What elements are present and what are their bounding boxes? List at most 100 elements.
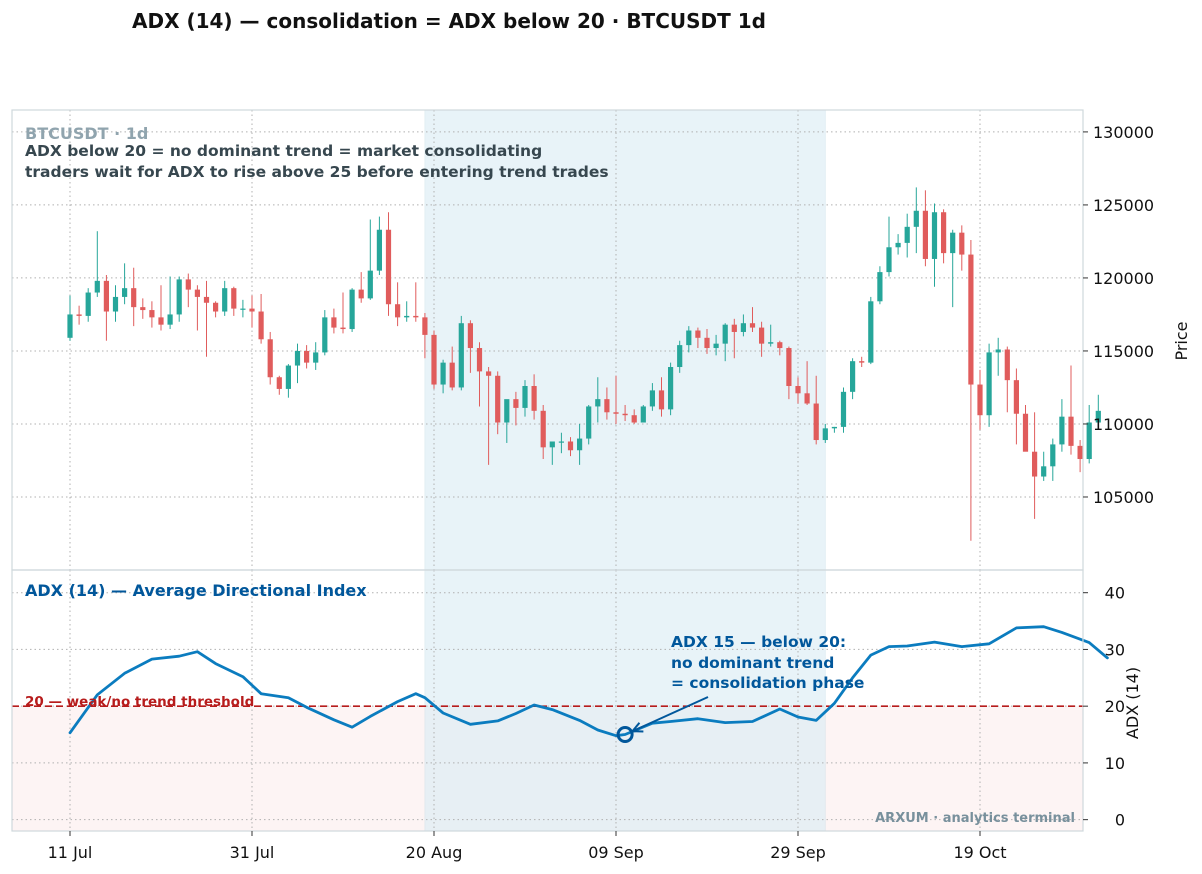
candle-body-82: [813, 403, 819, 441]
adx-panel-frame: [11, 569, 1084, 832]
candle-body-37: [404, 315, 410, 318]
candle-body-34: [376, 229, 382, 271]
xtick-label-2: 20 Aug: [406, 843, 463, 862]
candle-body-23: [276, 377, 282, 389]
candle-body-52: [540, 410, 546, 448]
candle-body-19: [240, 308, 246, 310]
price-annotation-line-2: traders wait for ADX to rise above 25 be…: [25, 163, 609, 181]
candle-body-65: [658, 390, 665, 410]
candle-body-89: [877, 272, 883, 302]
candle-body-105: [1022, 413, 1029, 452]
adx-ytick-label-3: 30: [1105, 640, 1125, 659]
candle-body-106: [1032, 451, 1038, 477]
candle-body-69: [695, 330, 701, 338]
candle-body-91: [895, 242, 901, 248]
price-ytick-label-2: 115000: [1093, 342, 1154, 361]
price-watermark: BTCUSDT · 1d: [25, 124, 148, 143]
price-ytick-label-1: 110000: [1093, 415, 1154, 434]
chart-title: ADX (14) — consolidation = ADX below 20 …: [132, 9, 766, 33]
candle-body-7: [131, 288, 137, 308]
candle-body-67: [677, 345, 683, 368]
candle-body-55: [567, 441, 574, 451]
candle-body-73: [731, 324, 737, 332]
consolidation-zone-rect: [424, 109, 826, 832]
candle-body-110: [1068, 416, 1074, 446]
adx-ytick-label-0: 0: [1115, 811, 1125, 830]
candle-body-30: [340, 327, 346, 330]
candle-body-10: [158, 317, 164, 325]
candle-body-0: [67, 314, 73, 338]
candle-body-109: [1059, 416, 1065, 445]
threshold-label: 20 — weak/no trend threshold: [25, 694, 254, 710]
candle-body-39: [422, 317, 428, 335]
candle-body-100: [977, 384, 983, 416]
candle-body-93: [913, 210, 919, 227]
callout-line-3: = consolidation phase: [671, 674, 864, 692]
candle-body-86: [850, 361, 856, 392]
price-ytick-label-4: 125000: [1093, 196, 1154, 215]
xtick-label-5: 19 Oct: [953, 843, 1006, 862]
candle-body-2: [85, 292, 91, 316]
candle-body-77: [768, 342, 774, 344]
candle-body-46: [486, 371, 492, 376]
candle-body-96: [941, 212, 947, 254]
candle-body-81: [804, 393, 810, 404]
price-ytick-label-3: 120000: [1093, 269, 1154, 288]
candle-body-17: [222, 288, 228, 312]
candle-body-47: [495, 375, 501, 423]
xtick-label-3: 09 Sep: [588, 843, 644, 862]
consolidation-zone: [424, 109, 826, 832]
candle-body-63: [640, 406, 646, 423]
candle-body-92: [904, 226, 910, 243]
adx-series: [68, 625, 1109, 738]
candle-body-71: [713, 343, 719, 349]
axes: 105000 110000 115000 120000 125000 130000 0 10 2…: [48, 123, 1154, 862]
candle-body-103: [1004, 349, 1010, 381]
candle-body-70: [704, 337, 710, 349]
candle-body-25: [294, 350, 301, 366]
candle-body-74: [740, 323, 746, 332]
candle-body-57: [586, 406, 592, 439]
candle-body-13: [185, 279, 191, 290]
price-annotation-line-1: ADX below 20 = no dominant trend = marke…: [25, 142, 542, 160]
candle-body-104: [1013, 380, 1019, 414]
candle-body-33: [367, 270, 373, 299]
candle-body-12: [176, 279, 182, 315]
candle-body-84: [831, 426, 837, 429]
candle-body-59: [604, 399, 610, 413]
candle-body-101: [986, 352, 992, 416]
candle-body-85: [840, 391, 847, 427]
adx-watermark: ARXUM · analytics terminal: [875, 811, 1075, 826]
candle-body-64: [649, 390, 655, 407]
candle-body-72: [722, 324, 728, 344]
candle-body-22: [267, 339, 273, 378]
candle-body-44: [467, 323, 473, 349]
callout-group: [616, 696, 709, 744]
candle-body-83: [822, 428, 828, 441]
candle-body-20: [249, 308, 255, 312]
candle-body-94: [922, 210, 928, 259]
candle-body-51: [531, 386, 537, 411]
candle-body-99: [968, 254, 974, 385]
xtick-label-1: 31 Jul: [230, 843, 275, 862]
candle-body-49: [513, 399, 519, 408]
candle-body-26: [304, 350, 310, 363]
candle-body-27: [313, 352, 319, 363]
candle-body-16: [213, 302, 219, 312]
price-ytick-label-0: 105000: [1093, 488, 1154, 507]
price-ytick-label-5: 130000: [1093, 123, 1154, 142]
adx-ytick-label-4: 40: [1105, 584, 1125, 603]
candle-body-32: [358, 289, 364, 299]
adx-panel-title: ADX (14) — Average Directional Index: [25, 581, 367, 600]
candle-body-8: [140, 307, 146, 311]
candle-body-4: [103, 280, 109, 312]
adx-ytick-label-1: 10: [1105, 754, 1125, 773]
candle-body-42: [449, 362, 455, 388]
candle-body-75: [749, 323, 756, 328]
candle-body-24: [285, 365, 291, 389]
xtick-label-0: 11 Jul: [48, 843, 93, 862]
candle-body-62: [631, 415, 637, 423]
grid-lines: [12, 110, 1083, 831]
adx-axis-label: ADX (14): [1123, 667, 1142, 739]
